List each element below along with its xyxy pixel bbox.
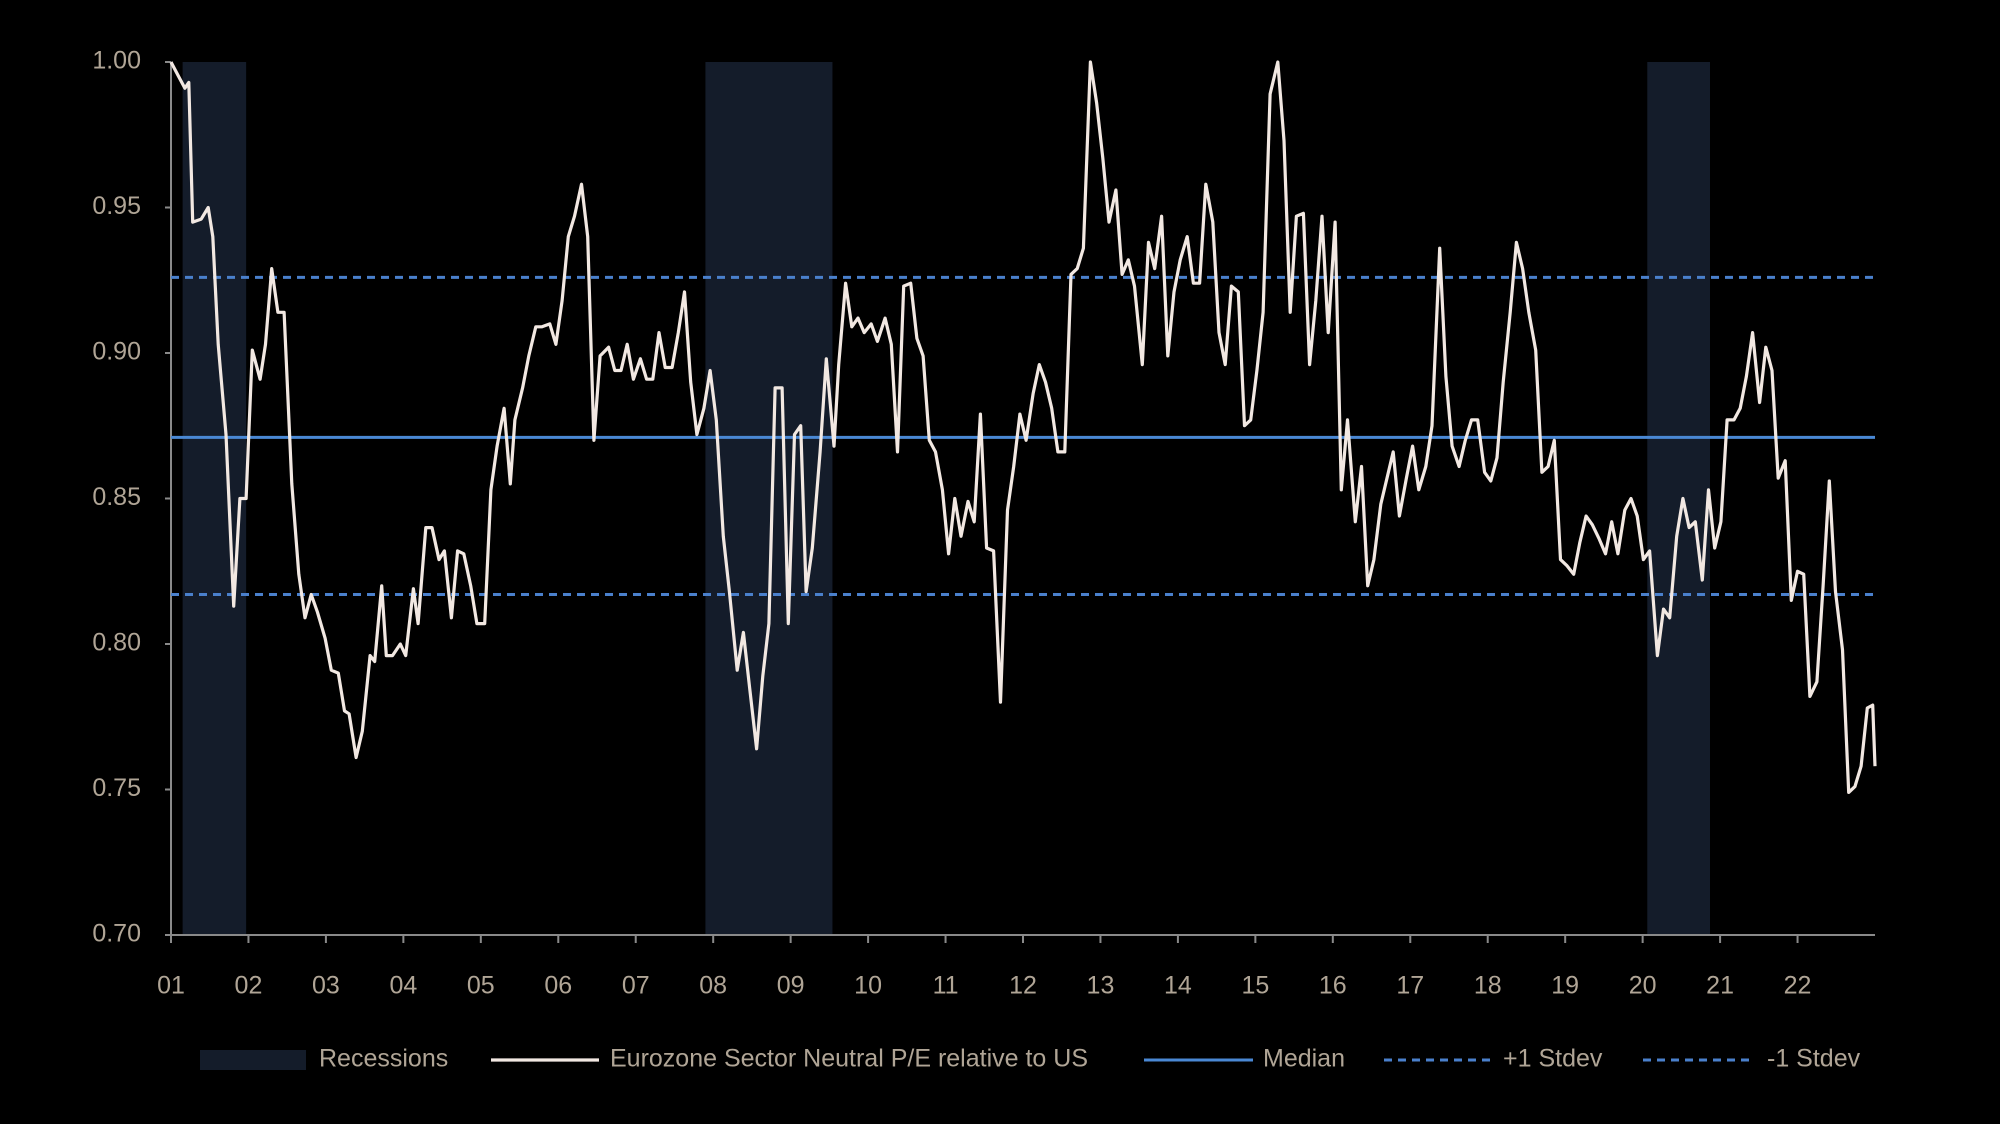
- y-tick-label: 0.70: [92, 920, 141, 948]
- x-tick-label: 18: [1474, 972, 1502, 1000]
- x-tick-label: 14: [1164, 972, 1192, 1000]
- x-tick-label: 03: [312, 972, 340, 1000]
- x-tick-label: 22: [1784, 972, 1812, 1000]
- x-tick-label: 17: [1396, 972, 1424, 1000]
- x-tick-label: 01: [157, 972, 185, 1000]
- x-tick-label: 06: [544, 972, 572, 1000]
- y-tick-label: 0.95: [92, 192, 141, 220]
- recession-band: [1647, 62, 1711, 935]
- x-tick-label: 12: [1009, 972, 1037, 1000]
- x-tick-label: 13: [1087, 972, 1115, 1000]
- x-tick-label: 16: [1319, 972, 1347, 1000]
- legend-label: +1 Stdev: [1503, 1045, 1603, 1073]
- legend-label: -1 Stdev: [1767, 1045, 1861, 1073]
- x-tick-label: 08: [699, 972, 727, 1000]
- y-tick-label: 0.90: [92, 338, 141, 366]
- legend-label: Eurozone Sector Neutral P/E relative to …: [610, 1045, 1088, 1073]
- legend-label: Median: [1263, 1045, 1345, 1073]
- series-line: [169, 60, 1877, 794]
- legend-swatch: [200, 1050, 306, 1070]
- x-tick-label: 11: [933, 972, 959, 1000]
- x-tick-label: 07: [622, 972, 650, 1000]
- x-tick-label: 05: [467, 972, 495, 1000]
- x-tick-label: 20: [1629, 972, 1657, 1000]
- x-tick-label: 09: [777, 972, 805, 1000]
- x-tick-label: 02: [235, 972, 263, 1000]
- x-tick-label: 10: [854, 972, 882, 1000]
- y-tick-label: 0.85: [92, 483, 141, 511]
- x-tick-label: 19: [1551, 972, 1579, 1000]
- y-tick-label: 0.80: [92, 629, 141, 657]
- x-tick-label: 04: [389, 972, 417, 1000]
- y-tick-label: 0.75: [92, 774, 141, 802]
- y-tick-label: 1.00: [92, 47, 141, 75]
- x-tick-label: 21: [1706, 972, 1734, 1000]
- recession-band: [705, 62, 833, 935]
- x-tick-label: 15: [1241, 972, 1269, 1000]
- legend-label: Recessions: [319, 1045, 448, 1073]
